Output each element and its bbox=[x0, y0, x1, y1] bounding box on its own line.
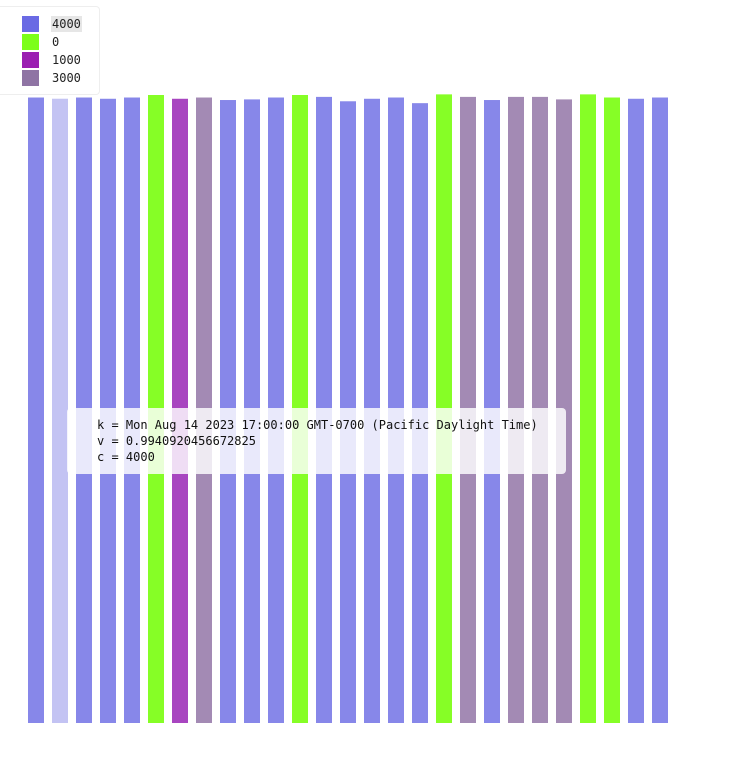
legend-swatch-4000 bbox=[22, 16, 39, 32]
bar-25[interactable] bbox=[628, 98, 644, 723]
legend-item-0[interactable]: 0 bbox=[22, 34, 60, 50]
tooltip-c-line: c = 4000 bbox=[97, 450, 155, 464]
tooltip-k-line: k = Mon Aug 14 2023 17:00:00 GMT-0700 (P… bbox=[97, 418, 538, 432]
legend: 4000 0 1000 3000 bbox=[0, 6, 100, 95]
bar-1[interactable] bbox=[52, 98, 68, 723]
tooltip: k = Mon Aug 14 2023 17:00:00 GMT-0700 (P… bbox=[67, 408, 566, 474]
bar-26[interactable] bbox=[652, 97, 668, 723]
legend-label-1000: 1000 bbox=[52, 53, 81, 67]
legend-swatch-0 bbox=[22, 34, 39, 50]
legend-item-3000[interactable]: 3000 bbox=[22, 70, 82, 86]
bar-23[interactable] bbox=[580, 94, 596, 723]
bar-0[interactable] bbox=[28, 97, 44, 723]
bar-24[interactable] bbox=[604, 97, 620, 723]
legend-label-3000: 3000 bbox=[52, 71, 81, 85]
legend-item-1000[interactable]: 1000 bbox=[22, 52, 82, 68]
legend-item-4000[interactable]: 4000 bbox=[22, 16, 82, 32]
legend-label-0: 0 bbox=[52, 35, 60, 49]
tooltip-v-line: v = 0.9940920456672825 bbox=[97, 434, 256, 448]
legend-label-4000: 4000 bbox=[51, 16, 82, 32]
legend-swatch-1000 bbox=[22, 52, 39, 68]
legend-swatch-3000 bbox=[22, 70, 39, 86]
